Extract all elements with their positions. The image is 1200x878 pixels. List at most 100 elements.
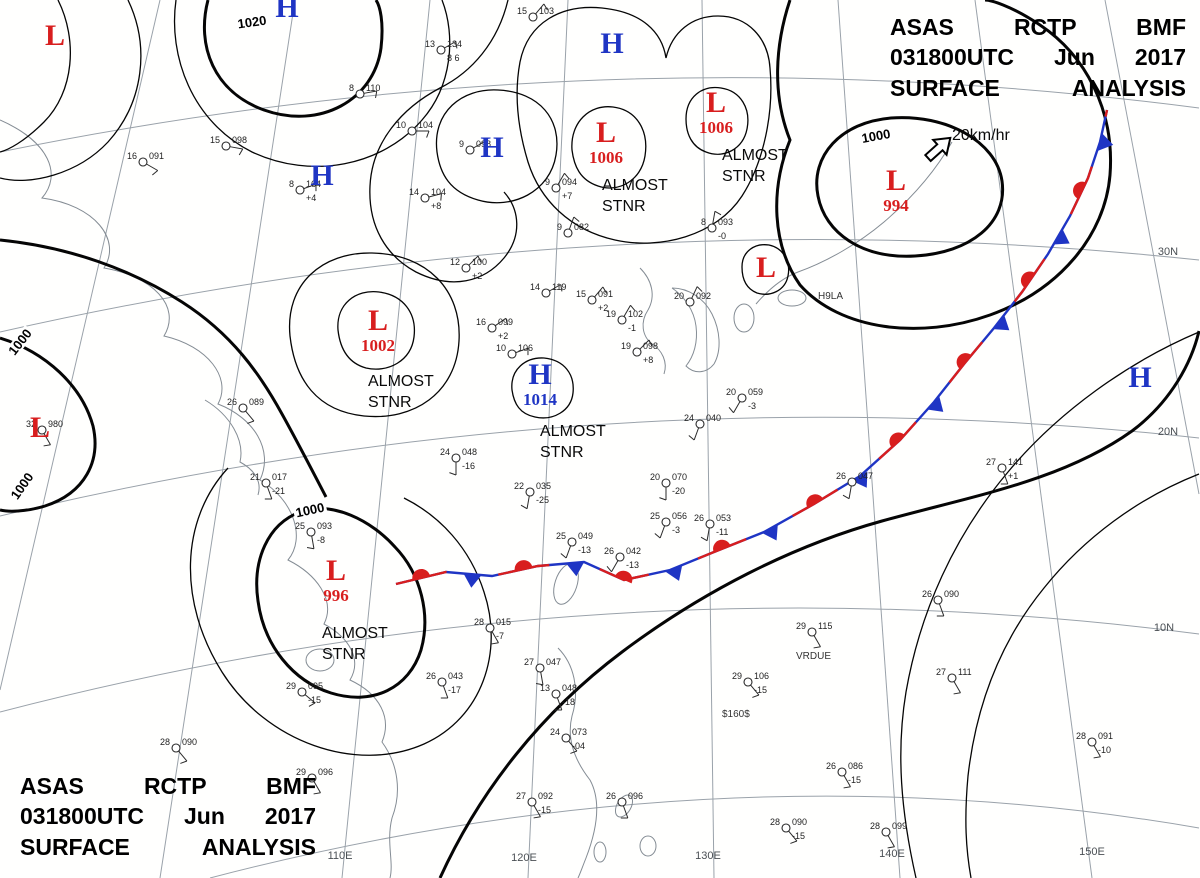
station-plot: 26 053 -11 <box>694 513 731 542</box>
station-number: 20 <box>726 387 736 397</box>
station-number: 26 <box>922 589 932 599</box>
station-plot: 19 102 -1 <box>606 304 643 333</box>
warm-front-symbol <box>806 494 823 508</box>
station-number: 32 <box>26 419 36 429</box>
station-number: -3 <box>672 525 680 535</box>
station-number: 091 <box>1098 731 1113 741</box>
station-plot: 9 094 +7 <box>545 172 577 201</box>
station-number: 090 <box>944 589 959 599</box>
station-number: 099 <box>892 821 907 831</box>
station-plot: 25 093 -8 <box>295 521 332 550</box>
station-number: 043 <box>448 671 463 681</box>
motion-arrow-icon <box>923 136 952 163</box>
station-plot: 20 092 <box>674 286 711 307</box>
station-number: 110 <box>366 83 380 93</box>
station-number: 047 <box>858 471 873 481</box>
station-number: 24 <box>440 447 450 457</box>
station-number: 25 <box>556 531 566 541</box>
station-plot: 24 073 -04 <box>550 727 587 754</box>
station-plot: 28 099 <box>870 821 907 849</box>
warm-front-symbol <box>713 539 731 553</box>
station-number: -16 <box>462 461 475 471</box>
station-number: 26 <box>604 546 614 556</box>
station-number: +2 <box>598 303 608 313</box>
station-number: 092 <box>538 791 553 801</box>
station-plot: 8 164 +4 <box>289 179 321 203</box>
station-number: 9 <box>545 177 550 187</box>
station-number: 035 <box>536 481 551 491</box>
station-plot: 16 099 +2 <box>476 317 513 341</box>
station-number: 089 <box>249 397 264 407</box>
station-number: 12 <box>450 257 460 267</box>
station-number: -3 <box>748 401 756 411</box>
cold-front-symbol <box>1053 228 1070 245</box>
station-number: 091 <box>598 289 613 299</box>
station-number: 15 <box>576 289 586 299</box>
station-plot: 15 103 <box>517 3 554 22</box>
station-plot: 26 089 <box>227 397 264 424</box>
station-number: -20 <box>672 486 685 496</box>
station-number: 119 <box>552 282 566 292</box>
station-number: -11 <box>716 527 728 537</box>
station-plot: 12 100 +2 <box>450 255 487 281</box>
station-number: -10 <box>1098 745 1111 755</box>
station-number: 134 <box>447 39 462 49</box>
station-number: 25 <box>650 511 660 521</box>
warm-front-symbol <box>615 570 633 584</box>
station-plot: 28 015 -7 <box>474 617 511 645</box>
station-number: 16 <box>476 317 486 327</box>
station-number: 093 <box>718 217 733 227</box>
station-number: 13 <box>540 683 550 693</box>
cold-front-symbol <box>566 561 585 577</box>
station-number: 099 <box>498 317 513 327</box>
station-plot: 27 092 -15 <box>516 791 553 819</box>
station-plot: 26 086 -15 <box>826 761 863 789</box>
station-plot: 25 056 -3 <box>650 511 687 539</box>
cold-front-symbol <box>852 471 868 488</box>
station-number: -18 <box>562 697 575 707</box>
station-number: 106 <box>754 671 769 681</box>
station-number: -21 <box>272 486 285 496</box>
station-number: 8 <box>701 217 706 227</box>
station-plot: 32 980 <box>26 419 63 447</box>
station-number: 28 <box>870 821 880 831</box>
station-plot: 27 047 <box>524 657 561 686</box>
station-number: 090 <box>182 737 197 747</box>
station-number: 098 <box>232 135 247 145</box>
station-number: 25 <box>295 521 305 531</box>
station-plot: 29 115 <box>796 621 832 649</box>
station-number: 103 <box>539 6 554 16</box>
station-number: 042 <box>626 546 641 556</box>
station-number: 053 <box>716 513 731 523</box>
station-number: 22 <box>514 481 524 491</box>
station-number: 164 <box>306 179 321 189</box>
station-number: 092 <box>696 291 711 301</box>
station-number: 20 <box>650 472 660 482</box>
station-plot: 26 043 -17 <box>426 671 463 699</box>
station-number: 082 <box>574 222 589 232</box>
station-number: 095 <box>308 681 323 691</box>
station-number: 8 <box>289 179 294 189</box>
station-number: -04 <box>572 741 585 751</box>
warm-front-symbol <box>889 432 906 448</box>
station-plot: 29 106 -15 <box>732 671 769 698</box>
station-number: 048 <box>562 683 577 693</box>
station-number: 106 <box>518 343 533 353</box>
station-number: 091 <box>149 151 164 161</box>
station-number: 096 <box>628 791 643 801</box>
station-number: 26 <box>227 397 237 407</box>
cold-front-symbol <box>1098 133 1114 151</box>
station-plot: 29 096 <box>296 767 333 795</box>
station-plot: 26 042 -13 <box>604 546 641 573</box>
station-number: 27 <box>516 791 526 801</box>
station-number: +8 <box>431 201 441 211</box>
station-number: 8 <box>349 83 354 93</box>
station-number: 28 <box>770 817 780 827</box>
station-number: 15 <box>517 6 527 16</box>
cold-front-symbol <box>463 573 482 588</box>
cold-front-symbol <box>762 524 778 541</box>
station-number: 073 <box>572 727 587 737</box>
